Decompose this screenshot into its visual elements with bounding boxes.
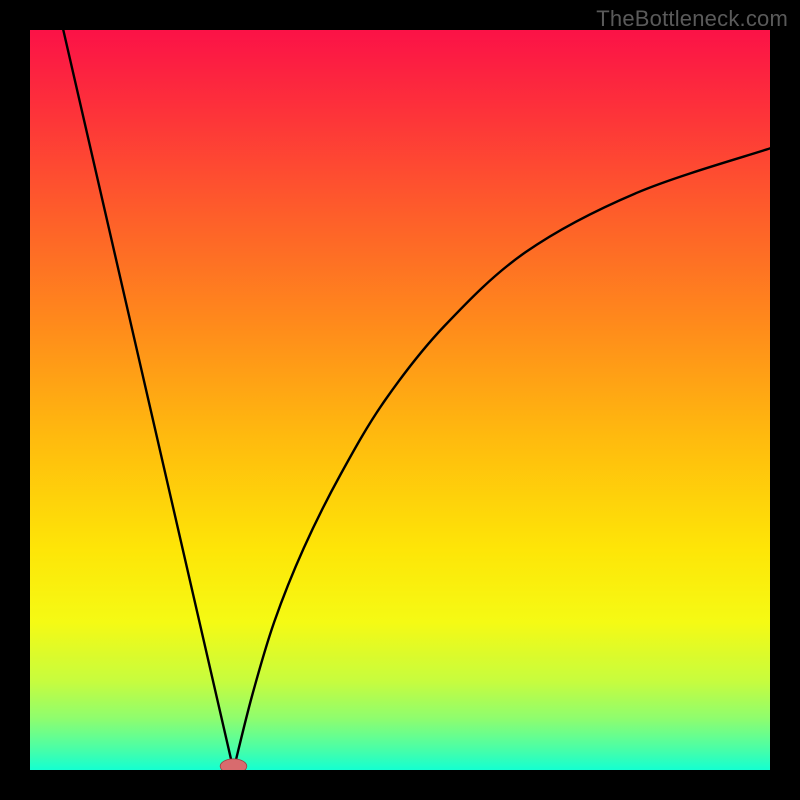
plot-area	[30, 30, 770, 770]
chart-svg	[30, 30, 770, 770]
watermark-text: TheBottleneck.com	[596, 6, 788, 32]
gradient-background	[30, 30, 770, 770]
vertex-marker	[220, 759, 247, 770]
